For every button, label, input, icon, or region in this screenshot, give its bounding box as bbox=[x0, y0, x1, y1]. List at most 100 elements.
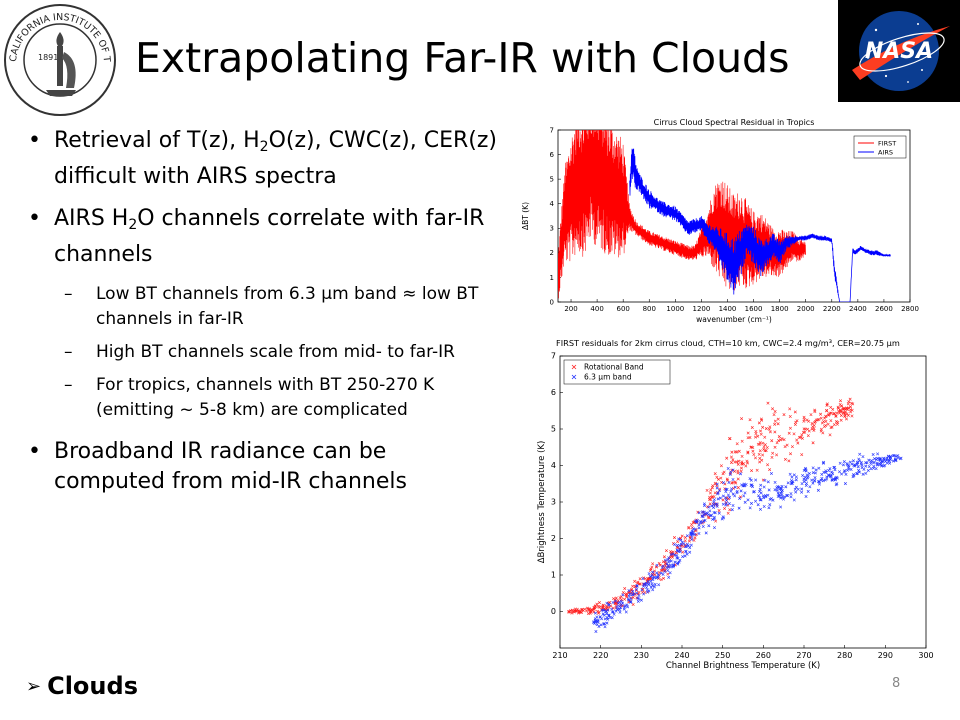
point-6-3-um-band bbox=[712, 498, 716, 502]
point-6-3-um-band bbox=[743, 491, 747, 495]
point-6-3-um-band bbox=[779, 487, 783, 491]
point-6-3-um-band bbox=[814, 468, 818, 472]
point-6-3-um-band bbox=[679, 542, 683, 546]
point-rotational-band bbox=[611, 606, 615, 610]
legend-marker bbox=[571, 374, 577, 380]
point-6-3-um-band bbox=[610, 607, 614, 611]
point-6-3-um-band bbox=[779, 496, 783, 500]
point-6-3-um-band bbox=[722, 481, 726, 485]
point-rotational-band bbox=[775, 441, 779, 445]
point-6-3-um-band bbox=[689, 533, 693, 537]
point-6-3-um-band bbox=[660, 566, 664, 570]
point-6-3-um-band bbox=[850, 462, 854, 466]
point-rotational-band bbox=[787, 459, 791, 463]
point-6-3-um-band bbox=[701, 520, 705, 524]
point-6-3-um-band bbox=[721, 515, 725, 519]
point-6-3-um-band bbox=[699, 519, 703, 523]
point-6-3-um-band bbox=[737, 506, 741, 510]
point-6-3-um-band bbox=[759, 483, 763, 487]
point-rotational-band bbox=[783, 457, 787, 461]
point-rotational-band bbox=[733, 450, 737, 454]
x-tick-label: 400 bbox=[590, 305, 603, 313]
point-rotational-band bbox=[753, 435, 757, 439]
point-rotational-band bbox=[710, 495, 714, 499]
legend-label-airs: AIRS bbox=[878, 149, 893, 157]
point-6-3-um-band bbox=[685, 552, 689, 556]
point-6-3-um-band bbox=[758, 507, 762, 511]
point-6-3-um-band bbox=[867, 458, 871, 462]
point-6-3-um-band bbox=[789, 495, 793, 499]
point-6-3-um-band bbox=[816, 480, 820, 484]
point-6-3-um-band bbox=[606, 617, 610, 621]
point-6-3-um-band bbox=[842, 460, 846, 464]
point-6-3-um-band bbox=[789, 479, 794, 483]
point-rotational-band bbox=[740, 454, 744, 458]
point-rotational-band bbox=[750, 469, 754, 473]
point-6-3-um-band bbox=[627, 598, 631, 602]
point-6-3-um-band bbox=[684, 545, 688, 549]
point-6-3-um-band bbox=[730, 487, 734, 491]
point-6-3-um-band bbox=[892, 453, 896, 457]
point-rotational-band bbox=[713, 491, 717, 495]
point-rotational-band bbox=[807, 419, 811, 423]
brightness-residual-scatter: 210 220 230 240 250 260 270 280 290 300 0 1 2 3 4 5 6 7FI… bbox=[537, 338, 934, 670]
point-rotational-band bbox=[708, 491, 712, 495]
arrow-bullet-icon: ➢ bbox=[26, 676, 42, 697]
point-6-3-um-band bbox=[831, 472, 835, 476]
point-rotational-band bbox=[612, 597, 616, 601]
point-rotational-band bbox=[625, 595, 629, 599]
point-6-3-um-band bbox=[833, 468, 837, 472]
point-6-3-um-band bbox=[715, 504, 719, 508]
point-rotational-band bbox=[669, 550, 673, 554]
point-6-3-um-band bbox=[610, 610, 614, 614]
point-6-3-um-band bbox=[605, 621, 609, 625]
point-6-3-um-band bbox=[677, 549, 681, 553]
point-rotational-band bbox=[636, 580, 640, 584]
point-rotational-band bbox=[779, 438, 783, 442]
point-6-3-um-band bbox=[832, 465, 836, 469]
point-6-3-um-band bbox=[715, 486, 719, 490]
point-rotational-band bbox=[727, 497, 731, 501]
point-6-3-um-band bbox=[792, 473, 796, 477]
point-rotational-band bbox=[819, 416, 823, 420]
point-6-3-um-band bbox=[681, 555, 685, 559]
point-rotational-band bbox=[831, 407, 835, 411]
point-6-3-um-band bbox=[673, 560, 677, 564]
point-6-3-um-band bbox=[651, 570, 655, 574]
point-6-3-um-band bbox=[618, 610, 622, 614]
x-tick-label: 2400 bbox=[849, 305, 867, 313]
point-rotational-band bbox=[633, 579, 637, 583]
subbullet-high-bt: High BT channels scale from mid- to far-… bbox=[28, 340, 498, 365]
point-rotational-band bbox=[760, 418, 764, 422]
x-tick-label: 2600 bbox=[875, 305, 893, 313]
point-6-3-um-band bbox=[690, 535, 694, 539]
point-6-3-um-band bbox=[594, 629, 598, 633]
point-6-3-um-band bbox=[622, 607, 626, 611]
point-6-3-um-band bbox=[602, 622, 606, 626]
point-6-3-um-band bbox=[676, 556, 680, 560]
point-6-3-um-band bbox=[806, 476, 810, 480]
point-rotational-band bbox=[631, 602, 635, 606]
point-6-3-um-band bbox=[779, 491, 783, 495]
x-tick-label: 240 bbox=[674, 651, 689, 660]
point-rotational-band bbox=[820, 421, 824, 425]
point-6-3-um-band bbox=[808, 485, 812, 489]
point-6-3-um-band bbox=[802, 477, 806, 481]
point-6-3-um-band bbox=[742, 494, 746, 498]
point-6-3-um-band bbox=[817, 482, 821, 486]
point-rotational-band bbox=[763, 435, 767, 439]
point-6-3-um-band bbox=[602, 613, 606, 617]
point-6-3-um-band bbox=[717, 489, 721, 493]
y-tick-label: 3 bbox=[550, 225, 554, 233]
point-rotational-band bbox=[637, 590, 641, 594]
point-rotational-band bbox=[581, 609, 585, 613]
point-6-3-um-band bbox=[685, 542, 689, 546]
point-6-3-um-band bbox=[813, 476, 817, 480]
y-axis-label: ΔBrightness Temperature (K) bbox=[537, 441, 547, 564]
y-tick-label: 1 bbox=[550, 274, 554, 282]
point-rotational-band bbox=[693, 536, 697, 540]
point-rotational-band bbox=[828, 433, 832, 437]
point-6-3-um-band bbox=[742, 484, 746, 488]
point-6-3-um-band bbox=[738, 496, 742, 500]
point-rotational-band bbox=[739, 469, 743, 473]
